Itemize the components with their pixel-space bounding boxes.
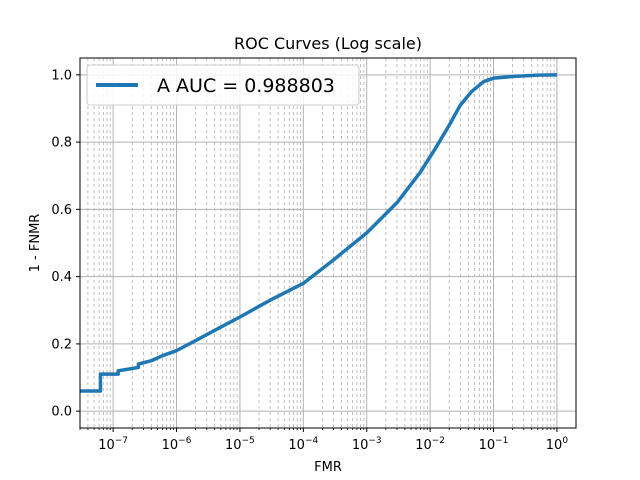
axis-ticks: 10−7 10−6 10−5 10−4 10−3 10−2 10−1 100 0.0 0.2 0.4… bbox=[51, 68, 568, 453]
y-tick-label: 1.0 bbox=[51, 68, 72, 83]
x-tick-label: 10−1 bbox=[479, 436, 509, 453]
legend-box bbox=[86, 64, 360, 106]
x-tick-label: 10−3 bbox=[352, 436, 382, 453]
x-tick-label: 10−4 bbox=[288, 436, 318, 453]
x-tick-label: 10−5 bbox=[225, 436, 255, 453]
x-axis-label: FMR bbox=[314, 460, 342, 475]
x-tick-label: 10−6 bbox=[162, 436, 192, 453]
plot-frame bbox=[79, 57, 577, 429]
x-tick-label: 10−2 bbox=[415, 436, 445, 453]
series-layer bbox=[80, 73, 557, 393]
y-tick-label: 0.2 bbox=[51, 337, 72, 352]
y-tick-label: 0.6 bbox=[51, 203, 72, 218]
roc-curve-line bbox=[80, 73, 557, 393]
legend: A AUC = 0.988803 bbox=[86, 64, 360, 106]
x-tick-label: 100 bbox=[546, 436, 569, 453]
y-tick-label: 0.8 bbox=[51, 136, 72, 151]
y-axis-label: 1 - FNMR bbox=[28, 214, 43, 273]
x-tick-label: 10−7 bbox=[98, 436, 128, 453]
y-tick-label: 0.0 bbox=[51, 405, 72, 420]
chart-title: ROC Curves (Log scale) bbox=[234, 34, 422, 53]
grid bbox=[79, 58, 576, 428]
legend-label: A AUC = 0.988803 bbox=[157, 75, 335, 97]
y-tick-label: 0.4 bbox=[51, 270, 72, 285]
